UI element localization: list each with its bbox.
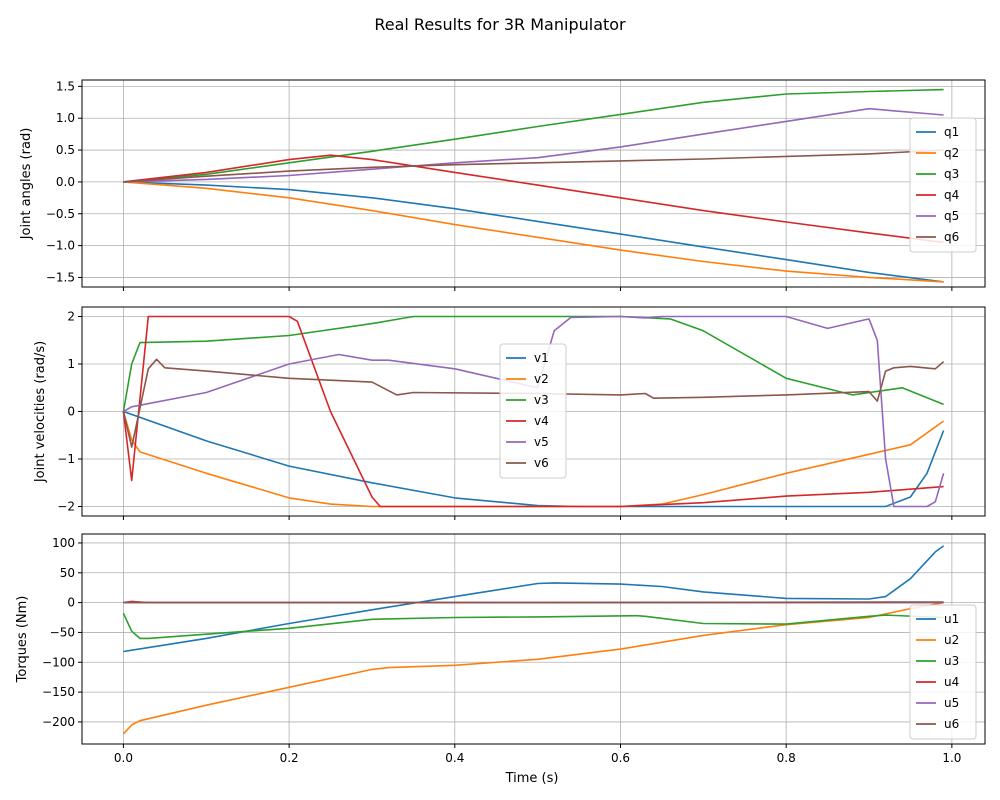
series-line-q2: [123, 181, 944, 283]
y-tick-label: −1: [57, 452, 75, 466]
series-line-q6: [123, 149, 944, 183]
legend-label-v2: v2: [534, 372, 549, 386]
legend-label-q5: q5: [944, 209, 959, 223]
y-tick-label: −1.0: [46, 239, 75, 253]
y-tick-label: 0: [67, 596, 75, 610]
legend: u1 u2 u3 u4 u5 u6: [909, 604, 977, 740]
figure-title: Real Results for 3R Manipulator: [374, 15, 626, 34]
series-line-v4: [122, 315, 944, 508]
plot-area: [122, 545, 945, 735]
legend-label-u3: u3: [944, 654, 959, 668]
y-tick-label: −0.5: [46, 207, 75, 221]
legend-label-u5: u5: [944, 696, 959, 710]
y-axis-label: Joint angles (rad): [19, 128, 34, 241]
legend-label-q3: q3: [944, 167, 959, 181]
y-tick-label: −200: [42, 715, 75, 729]
y-tick-label: 1: [67, 357, 75, 371]
x-tick-label: 0.4: [445, 751, 464, 765]
axes-frame: [81, 79, 986, 288]
legend-label-v6: v6: [534, 456, 549, 470]
legend-label-u6: u6: [944, 717, 959, 731]
legend: q1 q2 q3 q4 q5 q6: [909, 117, 977, 253]
x-tick-label: 0.0: [114, 751, 133, 765]
legend-label-v1: v1: [534, 351, 549, 365]
y-tick-label: −150: [42, 685, 75, 699]
series-line-q3: [123, 88, 944, 183]
legend-label-v3: v3: [534, 393, 549, 407]
plot-area: [123, 88, 944, 283]
y-tick-label: −50: [50, 625, 75, 639]
y-tick-label: −100: [42, 655, 75, 669]
y-tick-label: 1.5: [56, 79, 75, 93]
y-tick-label: −2: [57, 500, 75, 514]
y-tick-label: 2: [67, 310, 75, 324]
legend-label-q1: q1: [944, 125, 959, 139]
legend-label-v5: v5: [534, 435, 549, 449]
y-tick-label: −1.5: [46, 270, 75, 284]
series-line-u3: [122, 612, 944, 640]
legend-label-v4: v4: [534, 414, 549, 428]
series-line-q5: [123, 107, 944, 183]
series-line-u2: [122, 601, 944, 735]
y-tick-label: 0: [67, 405, 75, 419]
plot-area: [122, 315, 945, 508]
series-line-u6: [123, 601, 944, 604]
subplot-torques: 0.0 0.2 0.4 0.6 0.8 1.0 −200 −150 −100 −50 0 50 100 T…: [15, 533, 986, 765]
x-tick-label: 0.6: [611, 751, 630, 765]
series-line-v5: [123, 315, 945, 508]
x-axis-label: Time (s): [505, 771, 559, 786]
series-line-v3: [122, 315, 944, 412]
y-axis-label: Joint velocities (rad/s): [33, 341, 48, 483]
legend-label-u4: u4: [944, 675, 959, 689]
legend: v1 v2 v3 v4 v5 v6: [499, 343, 567, 479]
y-tick-label: 0.0: [56, 175, 75, 189]
legend-label-q6: q6: [944, 230, 959, 244]
series-line-u1: [123, 545, 945, 653]
legend-label-u1: u1: [944, 612, 959, 626]
legend-box: [909, 117, 977, 253]
legend-label-u2: u2: [944, 633, 959, 647]
y-tick-label: 100: [52, 536, 75, 550]
axes-frame: [81, 533, 986, 745]
series-line-q4: [123, 154, 944, 244]
legend-label-q4: q4: [944, 188, 959, 202]
legend-box: [499, 343, 567, 479]
y-axis-label: Torques (Nm): [15, 596, 30, 684]
y-tick-label: 0.5: [56, 143, 75, 157]
y-tick-label: 1.0: [56, 111, 75, 125]
x-tick-label: 0.2: [280, 751, 299, 765]
series-line-q1: [123, 181, 944, 283]
x-tick-label: 1.0: [942, 751, 961, 765]
subplot-joint-angles: −1.5 −1.0 −0.5 0.0 0.5 1.0 1.5 Joint angles (ra…: [19, 79, 986, 291]
legend-label-q2: q2: [944, 146, 959, 160]
legend-box: [909, 604, 977, 740]
x-tick-label: 0.8: [777, 751, 796, 765]
y-tick-label: 50: [60, 566, 75, 580]
series-line-v6: [122, 358, 945, 448]
